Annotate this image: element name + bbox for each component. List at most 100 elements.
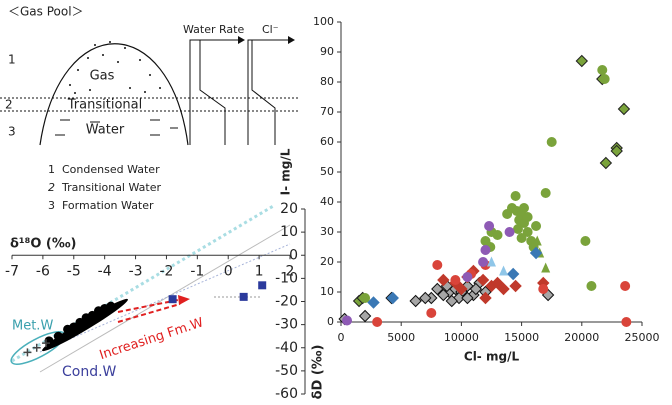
data-point [476,273,490,287]
data-point [23,348,32,357]
x-tick-label: 15000 [504,331,539,344]
mixing-arrowhead [178,295,190,305]
data-point [532,235,542,246]
data-point [450,275,461,285]
data-point [519,203,530,213]
y-tick-label: 0 [327,315,334,328]
y-tick-label: 70 [320,105,334,118]
chloride-profile [247,39,276,145]
data-point [342,315,353,326]
x-tick-label: 2 [286,263,295,279]
annotation: Increasing Fm.W [98,315,206,363]
data-point [479,291,492,305]
x-tick-label: -4 [98,263,112,279]
y-tick-label: 20 [320,255,334,268]
data-point [502,209,513,219]
x-tick-label: 0 [224,263,233,279]
data-point [597,65,608,75]
x-tick-label: -6 [36,263,50,279]
x-tick-label: 20000 [564,331,599,344]
y-tick-label: 90 [320,45,334,58]
data-point [437,288,450,302]
y-tick-label: 60 [320,135,334,148]
x-axis-title: Cl- mg/L [464,350,520,364]
x-tick-label: 10000 [444,331,479,344]
data-point [580,236,591,246]
data-point [492,230,503,240]
legend-number: 3 [48,199,55,212]
y-tick-label: -40 [275,340,298,356]
y-tick-label: 10 [280,224,298,240]
data-point [487,256,496,267]
y-tick-label: -20 [275,294,298,310]
x-tick-label: 25000 [625,331,660,344]
zone-label: Transitional [67,98,142,113]
gas-pool-diagram: ＜Gas Pool＞ 1 2 3 Gas Transitional Water … [0,5,300,212]
data-point [546,137,557,147]
data-point [462,272,473,282]
x-tick-label: 1 [255,263,264,279]
y-tick-label: -30 [275,317,298,333]
data-point [512,224,523,234]
x-tick-label: -5 [67,263,81,279]
reference-line [39,243,291,353]
data-point [506,267,520,281]
data-point [617,102,631,116]
data-point [432,260,443,270]
data-point [586,281,597,291]
data-point [372,317,383,327]
y-tick-label: 40 [320,195,334,208]
data-point [531,221,542,231]
reference-line [39,224,291,373]
mixing-arrow [117,303,181,323]
y-tick-label: 10 [320,285,334,298]
data-point [32,343,41,352]
data-point [504,227,515,237]
x-tick-label: -7 [5,263,19,279]
data-point [510,191,521,201]
data-point [610,144,623,158]
zone-label: Gas [90,69,115,84]
profile-arrowhead [238,36,245,44]
x-tick-label: -3 [129,263,143,279]
data-point [69,322,79,332]
x-tick-label: -1 [190,263,204,279]
gas-dots [69,41,161,94]
data-point [106,301,116,311]
data-point [367,296,380,309]
x-tick-label: 5000 [387,331,415,344]
zone-number: 2 [5,98,13,112]
data-point [529,246,543,260]
data-point [484,221,495,231]
y-axis-title: I- mg/L [279,148,293,195]
y-tick-label: 100 [313,15,334,28]
data-point [522,227,533,237]
data-point [497,282,510,296]
legend-number: 2 [48,181,55,194]
y-tick-label: 50 [320,165,334,178]
data-point [168,295,177,304]
data-point [461,291,474,305]
data-point [455,282,468,296]
data-point [540,188,551,198]
data-point [419,291,432,305]
profile-arrowhead [288,36,295,44]
data-point [360,293,371,303]
data-point [386,291,399,305]
y-tick-label: 80 [320,75,334,88]
y-tick-label: 20 [280,201,298,217]
profile-label: Water Rate [183,23,244,36]
data-point [431,282,444,296]
zone-number: 3 [8,125,16,139]
mixing-arrow [117,299,179,313]
data-point [575,54,589,68]
data-point [509,279,522,293]
legend-label: Formation Water [62,199,154,212]
data-point [621,317,632,327]
legend-label: Condensed Water [62,163,160,176]
x-tick-label: -2 [159,263,173,279]
data-point [409,294,422,308]
x-tick-label: 0 [338,331,345,344]
x-axis-title: δ¹⁸O (‰) [10,237,77,252]
